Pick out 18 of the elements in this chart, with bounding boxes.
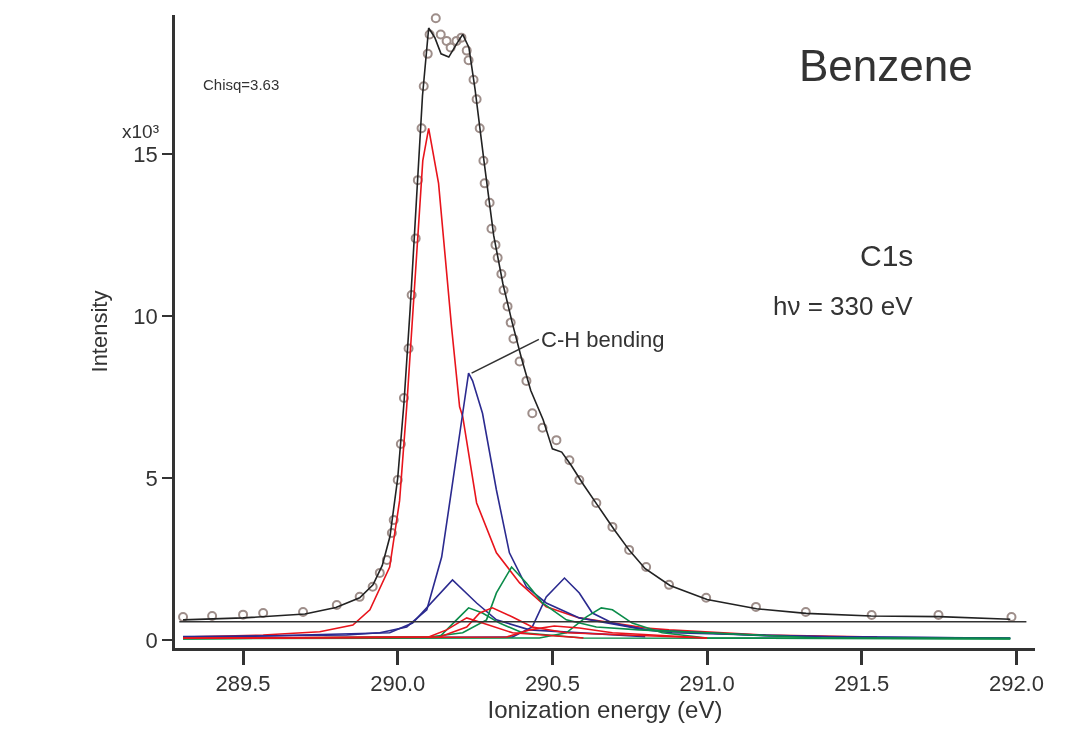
annotation: Chisq=3.63	[203, 76, 280, 93]
y-axis-title: Intensity	[87, 290, 113, 373]
y-tick-label: 10	[133, 303, 158, 329]
x-tick-label: 290.5	[524, 671, 580, 697]
y-tick-label: 5	[145, 465, 158, 491]
x-tick-label: 290.0	[370, 671, 426, 697]
annotation: hν = 330 eV	[773, 291, 914, 321]
x-tick-label: 291.0	[679, 671, 735, 697]
x-tick-label: 292.0	[988, 671, 1044, 697]
y-tick-label: 15	[133, 141, 158, 167]
x-tick-label: 291.5	[834, 671, 890, 697]
annotation: C1s	[860, 239, 914, 272]
annotation: C-H bending	[541, 327, 665, 352]
text: x10³	[122, 121, 159, 142]
y-tick-label: 0	[145, 627, 158, 653]
x-tick-label: 289.5	[215, 671, 271, 697]
x-axis-title: Ionization energy (eV)	[487, 696, 723, 724]
annotation: Benzene	[799, 41, 973, 90]
